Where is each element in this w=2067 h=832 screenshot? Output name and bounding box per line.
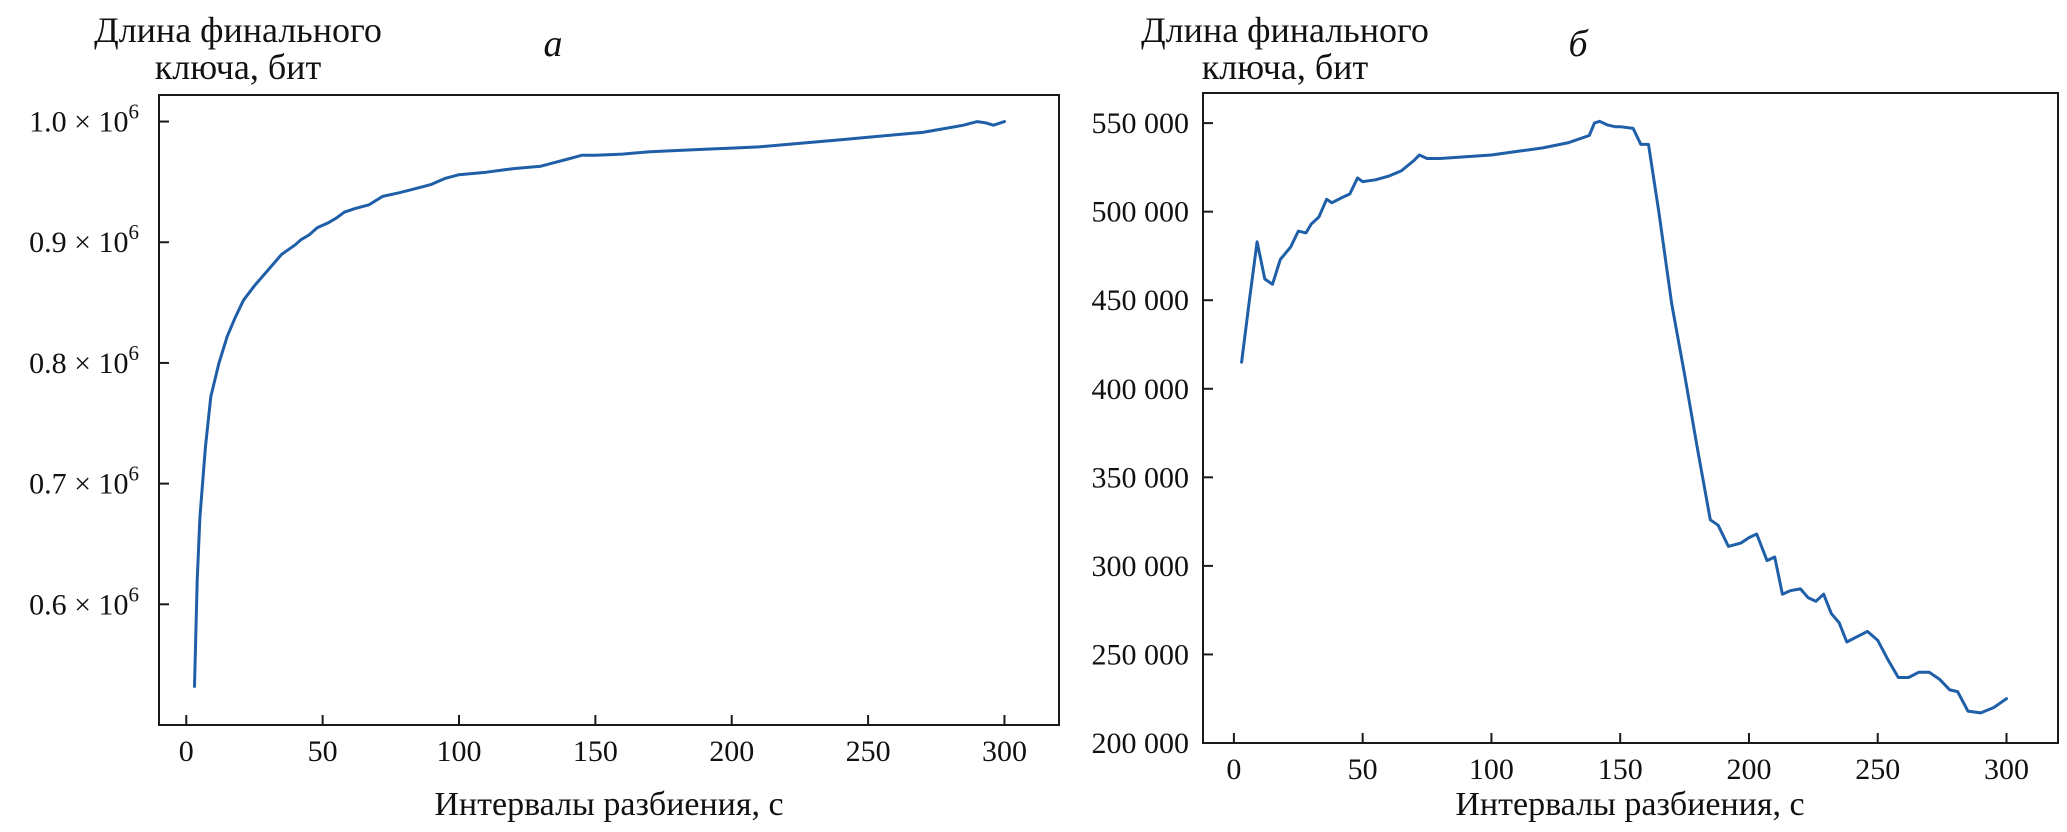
chart-b-x-tick-label: 100 [1469,753,1514,786]
chart-a-x-tick-label: 50 [308,735,338,768]
chart-b-panel-letter: б [1568,23,1589,65]
chart-a-y-tick-label: 0.8 × 106 [29,341,139,380]
chart-b-x-tick-label: 150 [1598,753,1643,786]
chart-b-series-line [1240,119,2008,715]
chart-b-ylabel-line-2: ключа, бит [1202,47,1369,87]
chart-a-y-tick-label: 1.0 × 106 [29,100,139,139]
chart-a-panel-letter: а [544,23,563,65]
chart-b-plot-frame [1202,92,2059,744]
chart-a-ylabel-line-1: Длина финального [94,10,382,50]
chart-b-y-tick-label: 200 000 [1092,727,1190,760]
chart-b-x-ticks: 0 50 100 150 200 250 300 [1226,733,2029,786]
chart-b-y-tick-label: 450 000 [1092,284,1190,317]
chart-b-x-tick-label: 50 [1348,753,1378,786]
chart-a-xlabel: Интервалы разбиения, с [434,786,783,823]
chart-b-y-ticks: 200 000 250 000 300 000 350 000 400 000 450 0… [1092,107,1213,760]
chart-a-x-tick-label: 250 [846,735,891,768]
chart-b-y-tick-label: 250 000 [1092,638,1190,671]
chart-a-x-tick-label: 0 [179,735,194,768]
chart-b-x-tick-label: 200 [1726,753,1771,786]
chart-b-ylabel-line-1: Длина финального [1141,10,1429,50]
chart-a-series-line [193,120,1006,688]
chart-a-plot-frame [158,94,1060,726]
chart-a-y-tick-label: 0.6 × 106 [29,582,139,621]
chart-b-y-tick-label: 350 000 [1092,461,1190,494]
chart-a-x-tick-label: 200 [709,735,754,768]
chart-b-x-tick-label: 300 [1984,753,2029,786]
chart-a-y-tick-label: 0.9 × 106 [29,220,139,259]
chart-b-y-tick-label: 400 000 [1092,373,1190,406]
chart-b-y-tick-label: 550 000 [1092,107,1190,140]
chart-b-y-tick-label: 500 000 [1092,196,1190,229]
chart-a-ylabel-line-2: ключа, бит [155,47,322,87]
chart-a-x-tick-label: 300 [982,735,1027,768]
chart-a-x-tick-label: 100 [437,735,482,768]
chart-a-x-ticks: 0 50 100 150 200 250 300 [179,715,1027,768]
chart-panel-a: Длина финального ключа, бит а 0.6 × 1060… [29,10,1060,823]
chart-a-y-ticks: 0.6 × 106 0.7 × 106 0.8 × 106 0.9 × 106 1.0 … [29,100,169,621]
chart-b-x-tick-label: 0 [1226,753,1241,786]
chart-panel-b: Длина финального ключа, бит б 200 000 250… [1092,10,2059,823]
chart-a-x-tick-label: 150 [573,735,618,768]
chart-a-y-tick-label: 0.7 × 106 [29,462,139,501]
chart-b-y-tick-label: 300 000 [1092,550,1190,583]
chart-b-x-tick-label: 250 [1855,753,1900,786]
chart-b-xlabel: Интервалы разбиения, с [1455,786,1804,823]
